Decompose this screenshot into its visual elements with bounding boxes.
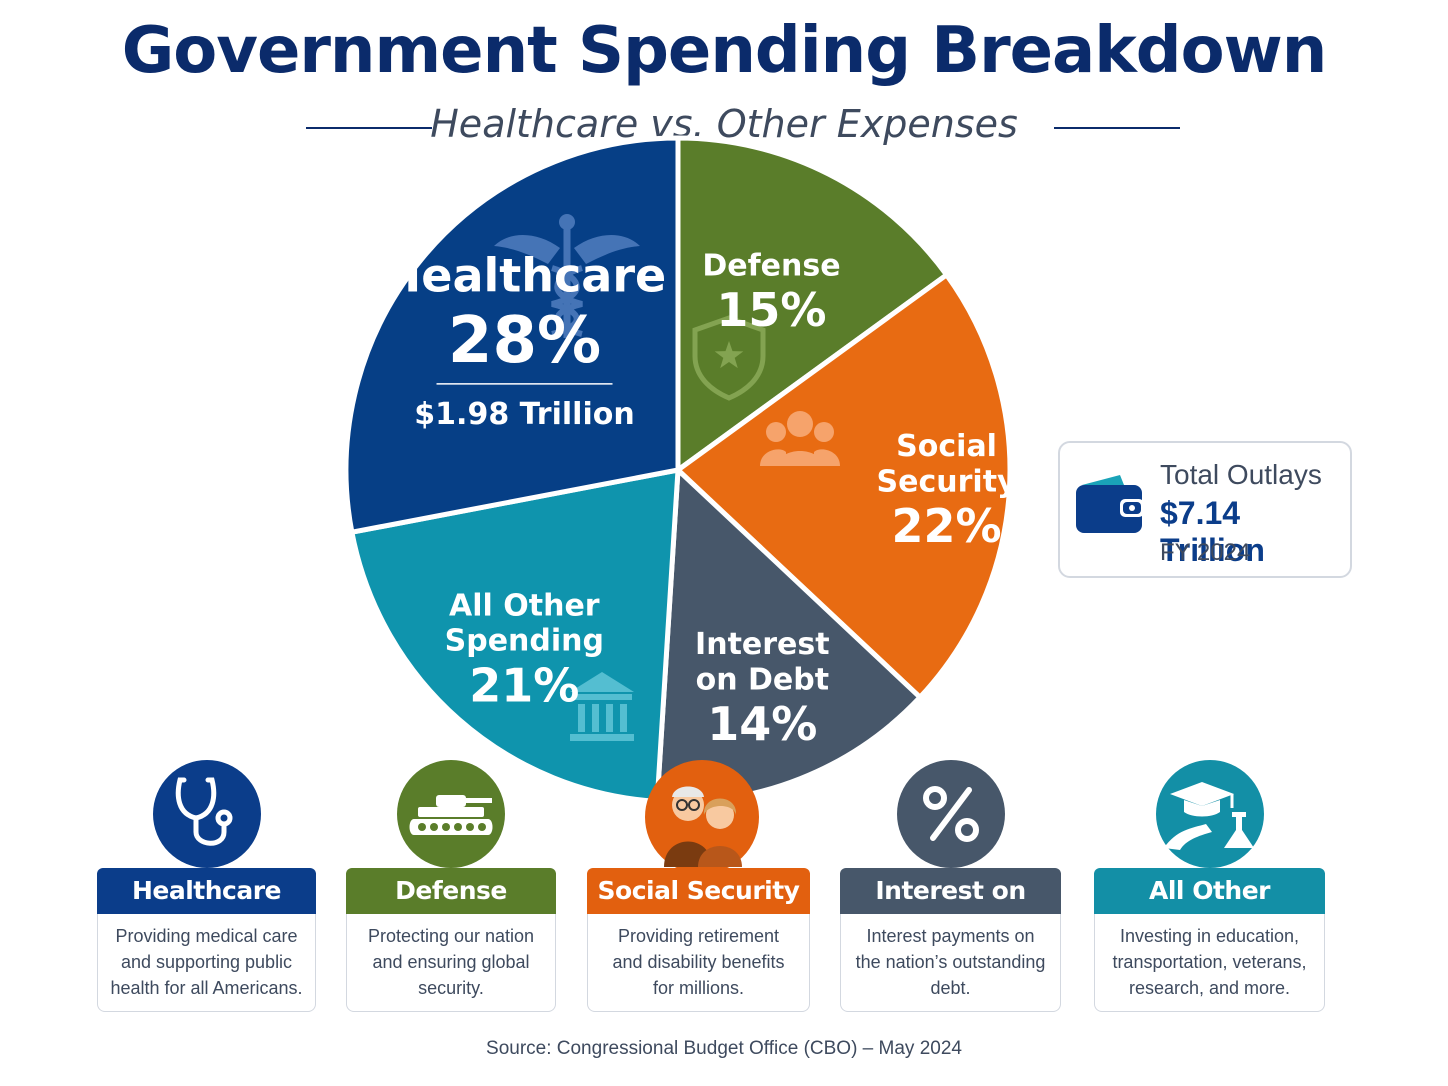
slice-percent-healthcare: 28% xyxy=(448,304,601,378)
category-card-healthcare: Healthcare Providing medical care and supp… xyxy=(97,760,316,1012)
page-title: Government Spending Breakdown xyxy=(121,14,1328,88)
slice-label-other: All Other xyxy=(449,588,600,623)
category-description-line: the nation’s outstanding xyxy=(855,952,1046,972)
category-description-line: debt. xyxy=(930,978,971,998)
category-description-line: transportation, veterans, xyxy=(1112,952,1307,972)
category-title-other: All Other Spending xyxy=(1094,868,1325,951)
category-description-healthcare: Providing medical care and supporting pub… xyxy=(97,914,316,1012)
category-description-line: Protecting our nation xyxy=(367,926,535,946)
category-description-line: and supporting public xyxy=(120,952,293,972)
slice-percent-other: 21% xyxy=(469,658,579,712)
stethoscope-icon xyxy=(152,760,261,868)
category-description-line: and ensuring global xyxy=(372,952,530,972)
total-outlays-amount: $7.14 Trillion xyxy=(1160,495,1265,568)
pie-slice-healthcare xyxy=(343,135,681,535)
category-description-line: security. xyxy=(418,978,484,998)
category-title-defense: Defense xyxy=(346,868,556,914)
category-description-interest: Interest payments on the nation’s outstan… xyxy=(840,914,1061,1012)
slice-label-interest: Interest xyxy=(695,627,830,662)
slice-label-social_security: Security xyxy=(877,464,1018,499)
slice-label-healthcare: Healthcare xyxy=(383,248,666,302)
people-icon xyxy=(760,411,840,466)
caduceus-icon xyxy=(494,214,640,338)
total-outlays-label: Total Outlays xyxy=(1160,459,1322,490)
graduation-road-flask-icon xyxy=(1155,760,1264,868)
category-description-line: Interest payments on xyxy=(866,926,1035,946)
wallet-icon xyxy=(1076,475,1144,533)
total-outlays-box: Total Outlays $7.14 Trillion FY 2024 xyxy=(1058,441,1352,578)
category-description-line: for millions. xyxy=(652,978,745,998)
seniors-icon xyxy=(644,760,759,874)
slice-percent-interest: 14% xyxy=(707,697,817,751)
percent-icon xyxy=(896,760,1005,868)
bank-icon xyxy=(570,672,634,741)
category-title-social_security: Social Security xyxy=(587,868,810,914)
category-description-line: and disability benefits xyxy=(612,952,785,972)
category-card-interest: Interest on DebtInterest payments on the … xyxy=(840,760,1061,1012)
category-card-other: All Other SpendingInvesting in education… xyxy=(1094,760,1325,1012)
category-description-defense: Protecting our nation and ensuring global… xyxy=(346,914,556,1012)
slice-label-defense: Defense xyxy=(702,249,840,284)
subtitle-rule-right xyxy=(1054,127,1180,129)
slice-percent-social_security: 22% xyxy=(892,499,1002,553)
slice-label-interest: on Debt xyxy=(696,662,829,697)
slice-label-other: Spending xyxy=(445,624,604,659)
pie-slice-social_security xyxy=(675,272,1013,700)
category-description-line: Investing in education, xyxy=(1119,926,1300,946)
category-card-social_security: Social Security Providing retirement and d… xyxy=(587,760,810,1012)
category-description-line: Providing medical care xyxy=(115,926,298,946)
total-outlays-year: FY 2024 xyxy=(1160,539,1251,566)
category-description-line: research, and more. xyxy=(1128,978,1291,998)
source-note: Source: Congressional Budget Office (CBO… xyxy=(486,1038,962,1059)
subtitle-rule-left xyxy=(306,127,432,129)
slice-percent-defense: 15% xyxy=(716,283,826,337)
slice-label-social_security: Social xyxy=(896,429,997,464)
tank-icon xyxy=(397,760,505,868)
category-card-defense: Defense Protecting our nation and ensuring… xyxy=(346,760,556,1012)
slice-amount-healthcare: $1.98 Trillion xyxy=(414,397,634,432)
category-description-line: Providing retirement xyxy=(617,926,780,946)
category-title-healthcare: Healthcare xyxy=(97,868,316,914)
category-description-line: health for all Americans. xyxy=(110,978,303,998)
shield-star-icon xyxy=(692,315,766,401)
category-description-other: Investing in education, transportation, v… xyxy=(1094,914,1325,1012)
category-description-social_security: Providing retirement and disability benef… xyxy=(587,914,810,1012)
category-title-interest: Interest on Debt xyxy=(840,868,1061,951)
